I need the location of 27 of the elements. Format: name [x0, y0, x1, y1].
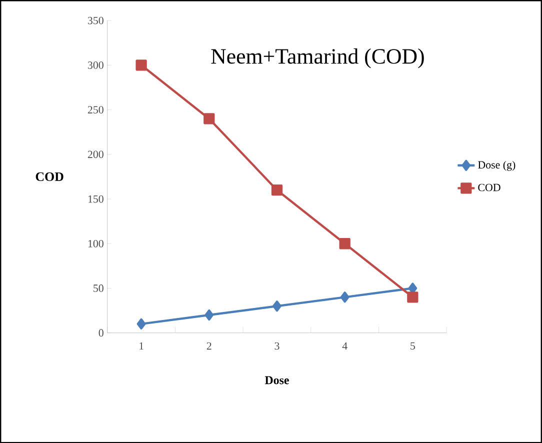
legend-label: COD	[478, 184, 500, 192]
x-tick-label: 1	[140, 342, 144, 350]
point	[339, 238, 350, 250]
y-tick-label: 300	[88, 61, 104, 69]
point	[271, 184, 283, 196]
y-tick-label: 250	[88, 106, 104, 114]
y-axis-title: COD	[36, 172, 64, 181]
point	[204, 309, 214, 320]
x-tick-label: 4	[342, 342, 348, 350]
text: Neem+Tamarind (COD)	[211, 48, 424, 68]
point	[204, 113, 215, 124]
x-tick-label: 5	[410, 342, 415, 350]
x-tick-label: 3	[274, 342, 280, 350]
legend-label: Dose (g)	[478, 160, 516, 171]
point	[340, 292, 350, 303]
y-tick-label: 100	[88, 240, 104, 248]
point	[272, 300, 282, 312]
point	[136, 60, 147, 71]
x-tick-label: 2	[206, 342, 212, 350]
y-tick-label: 0	[98, 329, 104, 336]
x-axis-title: Dose	[264, 376, 289, 384]
y-tick-label: 50	[94, 284, 104, 292]
y-tick-label: 200	[88, 150, 104, 158]
point	[407, 292, 418, 303]
y-tick-label: 350	[88, 16, 104, 24]
point	[136, 318, 146, 330]
y-tick-label: 150	[88, 195, 104, 203]
